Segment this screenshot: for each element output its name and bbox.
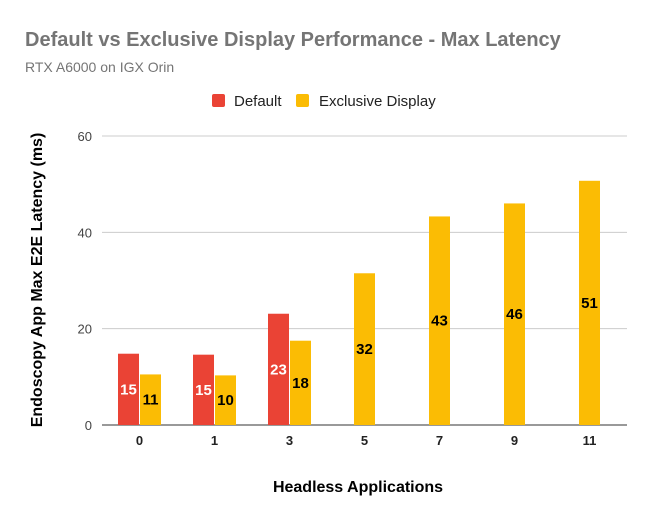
x-tick-label: 7: [436, 433, 443, 448]
legend-label-exclusive-display: Exclusive Display: [319, 93, 436, 110]
data-labels: 15 11 15 10 23 18 32 43 46 51: [120, 295, 598, 409]
data-label-default: 15: [195, 382, 212, 399]
y-tick-label: 60: [78, 129, 92, 144]
y-axis-label: Endoscopy App Max E2E Latency (ms): [29, 133, 46, 428]
data-label-default: 15: [120, 381, 137, 398]
bar-default: [118, 353, 139, 425]
x-tick-label: 0: [136, 433, 143, 448]
bar-default: [268, 313, 289, 425]
y-tick-label: 40: [78, 225, 92, 240]
x-tick-label: 5: [361, 433, 368, 448]
bar-exclusive-display: [290, 340, 311, 425]
data-label-default: 23: [270, 361, 287, 378]
bar-exclusive-display: [215, 375, 236, 425]
legend-swatch-exclusive-display: [296, 94, 309, 107]
x-tick-label: 3: [286, 433, 293, 448]
legend-label-default: Default: [234, 93, 282, 110]
legend: Default Exclusive Display: [212, 93, 436, 110]
y-tick-label: 0: [85, 418, 92, 433]
x-axis-ticks: 0 1 3 5 7 9 11: [136, 433, 596, 448]
legend-swatch-default: [212, 94, 225, 107]
bar-exclusive-display: [140, 374, 161, 425]
x-axis-label: Headless Applications: [273, 479, 443, 496]
x-tick-label: 9: [511, 433, 518, 448]
data-label-exclusive-display: 18: [292, 375, 309, 392]
chart-subtitle: RTX A6000 on IGX Orin: [25, 59, 174, 75]
x-tick-label: 11: [583, 433, 597, 448]
data-label-exclusive-display: 46: [506, 306, 523, 323]
bars: [118, 180, 600, 425]
bar-exclusive-display: [579, 180, 600, 425]
data-label-exclusive-display: 43: [431, 313, 448, 330]
bar-default: [193, 354, 214, 425]
data-label-exclusive-display: 10: [217, 392, 234, 409]
y-axis-ticks: 0 20 40 60: [78, 129, 92, 433]
data-label-exclusive-display: 11: [143, 392, 159, 409]
y-tick-label: 20: [78, 322, 92, 337]
chart-title: Default vs Exclusive Display Performance…: [25, 29, 562, 51]
x-tick-label: 1: [211, 433, 218, 448]
data-label-exclusive-display: 51: [581, 295, 598, 312]
bar-exclusive-display: [429, 216, 450, 425]
bar-exclusive-display: [354, 273, 375, 425]
bar-exclusive-display: [504, 203, 525, 425]
data-label-exclusive-display: 32: [356, 341, 373, 358]
